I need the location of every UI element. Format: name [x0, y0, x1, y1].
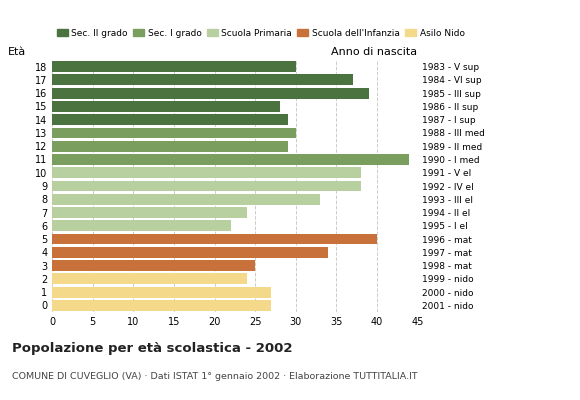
Bar [52, 207, 247, 218]
Bar [52, 220, 231, 231]
Bar [52, 167, 361, 178]
Text: Anno di nascita: Anno di nascita [332, 48, 418, 58]
Text: COMUNE DI CUVEGLIO (VA) · Dati ISTAT 1° gennaio 2002 · Elaborazione TUTTITALIA.I: COMUNE DI CUVEGLIO (VA) · Dati ISTAT 1° … [12, 372, 417, 381]
Text: Età: Età [8, 48, 27, 58]
Legend: Sec. II grado, Sec. I grado, Scuola Primaria, Scuola dell'Infanzia, Asilo Nido: Sec. II grado, Sec. I grado, Scuola Prim… [57, 29, 465, 38]
Bar [52, 61, 296, 72]
Bar [52, 194, 320, 205]
Bar [52, 101, 280, 112]
Bar [52, 287, 271, 298]
Bar [52, 180, 361, 192]
Bar [52, 247, 328, 258]
Bar [52, 274, 247, 284]
Bar [52, 300, 271, 311]
Bar [52, 88, 369, 98]
Bar [52, 128, 296, 138]
Text: Popolazione per età scolastica - 2002: Popolazione per età scolastica - 2002 [12, 342, 292, 355]
Bar [52, 141, 288, 152]
Bar [52, 74, 353, 85]
Bar [52, 154, 409, 165]
Bar [52, 260, 255, 271]
Bar [52, 234, 377, 244]
Bar [52, 114, 288, 125]
